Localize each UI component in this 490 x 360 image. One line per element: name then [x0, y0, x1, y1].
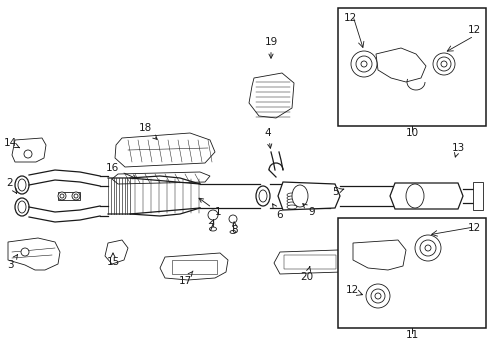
- Text: 17: 17: [178, 271, 193, 286]
- Bar: [338, 218, 486, 328]
- Ellipse shape: [287, 205, 297, 209]
- Text: 12: 12: [346, 285, 359, 295]
- Ellipse shape: [18, 179, 26, 191]
- Ellipse shape: [287, 199, 297, 203]
- Polygon shape: [105, 240, 128, 264]
- Circle shape: [420, 240, 436, 256]
- Circle shape: [60, 194, 64, 198]
- Ellipse shape: [230, 230, 236, 234]
- Bar: [284, 255, 336, 269]
- Ellipse shape: [15, 176, 29, 194]
- Circle shape: [24, 150, 32, 158]
- Polygon shape: [8, 238, 60, 270]
- Text: 11: 11: [405, 330, 418, 340]
- Circle shape: [441, 61, 447, 67]
- Circle shape: [437, 57, 451, 71]
- Circle shape: [351, 51, 377, 77]
- Text: 4: 4: [265, 128, 272, 148]
- Text: 18: 18: [138, 123, 157, 139]
- Circle shape: [72, 192, 80, 200]
- Circle shape: [425, 245, 431, 251]
- Text: 9: 9: [303, 204, 315, 217]
- Ellipse shape: [18, 201, 26, 213]
- Polygon shape: [112, 172, 210, 184]
- Ellipse shape: [406, 184, 424, 208]
- Circle shape: [21, 248, 29, 256]
- Text: 12: 12: [344, 13, 357, 23]
- Text: 7: 7: [207, 220, 214, 233]
- Ellipse shape: [287, 193, 297, 197]
- Circle shape: [356, 56, 372, 72]
- Polygon shape: [376, 48, 426, 82]
- Polygon shape: [12, 138, 46, 162]
- Text: 10: 10: [405, 128, 418, 138]
- Ellipse shape: [15, 198, 29, 216]
- Polygon shape: [274, 250, 344, 274]
- Polygon shape: [115, 133, 215, 167]
- Circle shape: [366, 284, 390, 308]
- Circle shape: [208, 210, 218, 220]
- Text: 15: 15: [106, 253, 120, 267]
- Polygon shape: [353, 240, 406, 270]
- Text: 2: 2: [7, 178, 17, 193]
- Text: 16: 16: [105, 163, 137, 179]
- Circle shape: [229, 215, 237, 223]
- Polygon shape: [278, 182, 340, 210]
- Circle shape: [361, 61, 367, 67]
- Bar: [473, 182, 483, 210]
- Polygon shape: [160, 253, 228, 280]
- Circle shape: [433, 53, 455, 75]
- Ellipse shape: [287, 196, 297, 200]
- Text: 1: 1: [199, 198, 221, 217]
- Circle shape: [375, 293, 381, 299]
- Text: 12: 12: [468, 25, 481, 35]
- Text: 6: 6: [272, 204, 283, 220]
- Polygon shape: [390, 183, 463, 209]
- Circle shape: [58, 192, 66, 200]
- Circle shape: [415, 235, 441, 261]
- Circle shape: [371, 289, 385, 303]
- Text: 5: 5: [332, 187, 344, 197]
- Ellipse shape: [292, 185, 308, 207]
- Circle shape: [74, 194, 78, 198]
- Ellipse shape: [210, 227, 217, 231]
- Bar: [172, 260, 217, 274]
- Ellipse shape: [287, 202, 297, 206]
- Bar: [338, 8, 486, 126]
- Text: 19: 19: [265, 37, 278, 58]
- Text: 12: 12: [468, 223, 481, 233]
- Text: 8: 8: [232, 222, 238, 235]
- Text: 20: 20: [300, 266, 314, 282]
- Text: 3: 3: [7, 255, 18, 270]
- Ellipse shape: [259, 190, 267, 202]
- Text: 14: 14: [3, 138, 20, 148]
- Text: 13: 13: [451, 143, 465, 157]
- Ellipse shape: [256, 186, 270, 206]
- Polygon shape: [249, 73, 294, 118]
- Bar: [58, 192, 80, 200]
